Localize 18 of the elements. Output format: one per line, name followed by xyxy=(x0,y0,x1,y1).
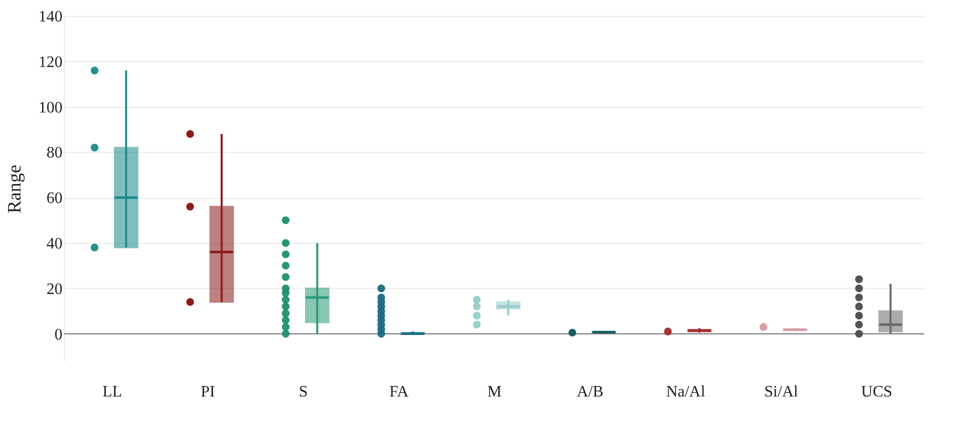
y-tick-label: 120 xyxy=(38,54,62,71)
x-tick-label: Si/Al xyxy=(764,384,799,400)
x-tick-label: Na/Al xyxy=(666,384,706,400)
x-tick-label: FA xyxy=(389,384,410,400)
x-tick-label: UCS xyxy=(861,384,892,400)
x-tick-label: M xyxy=(487,384,502,400)
x-tick-label: A/B xyxy=(576,384,604,400)
y-tick-label: 80 xyxy=(46,144,62,162)
y-tick-label: 20 xyxy=(46,280,62,298)
x-tick-label: PI xyxy=(200,384,215,400)
y-tick-label: 40 xyxy=(46,235,62,252)
x-tick-label: S xyxy=(298,384,308,400)
y-tick-label: 140 xyxy=(38,8,62,26)
y-tick-label: 60 xyxy=(46,190,62,208)
y-tick-label: 100 xyxy=(38,99,62,116)
y-axis-title: Range xyxy=(4,164,26,214)
x-tick-label: LL xyxy=(102,384,122,400)
y-tick-label: 0 xyxy=(54,326,62,344)
